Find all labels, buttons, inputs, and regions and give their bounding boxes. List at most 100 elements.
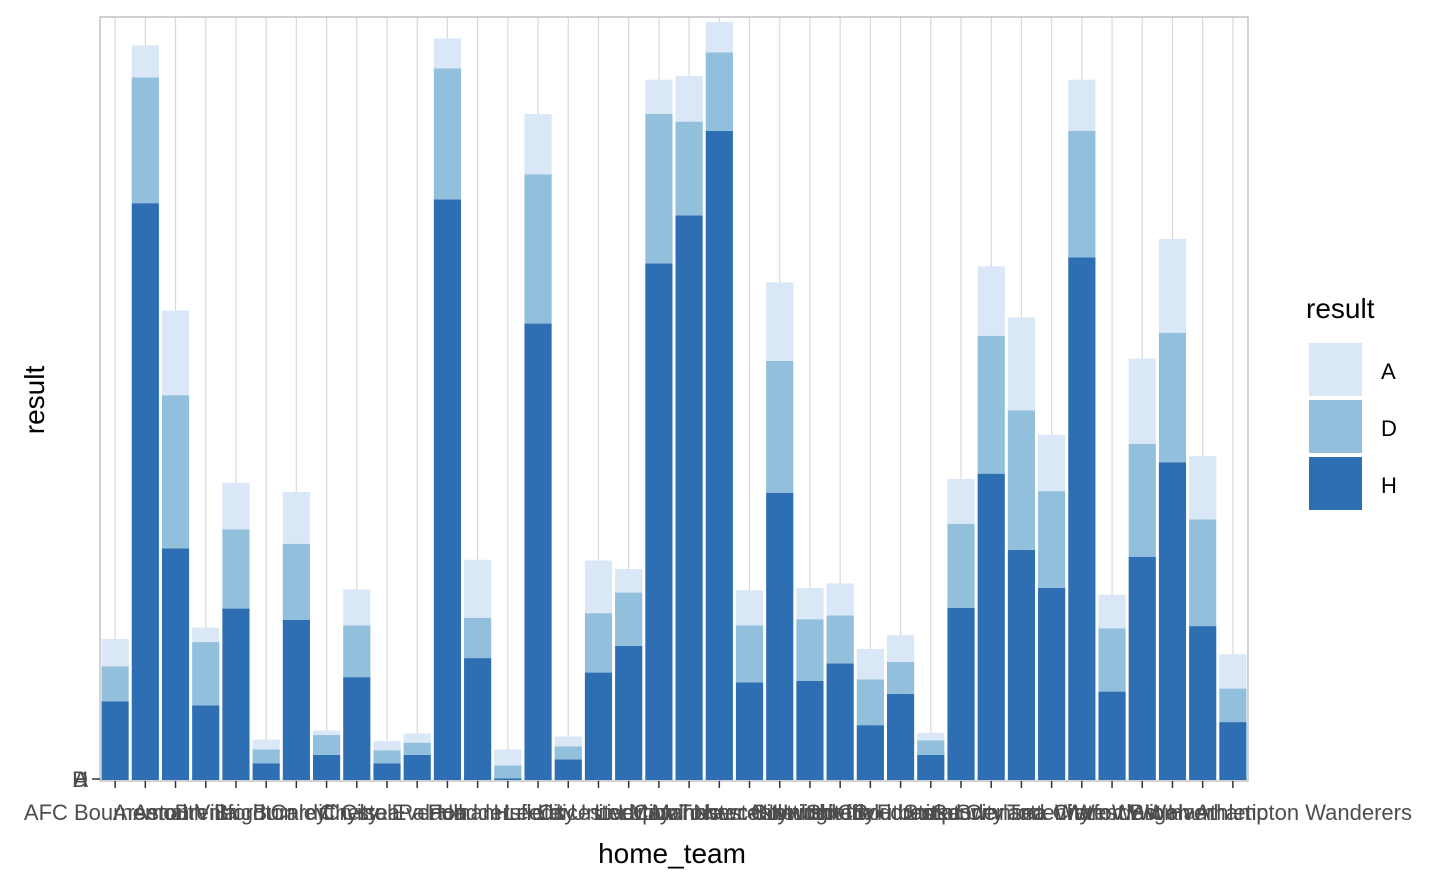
- bar-segment-H: [1219, 722, 1247, 780]
- y-axis-title: result: [19, 366, 50, 435]
- x-tick-label: Norwich City: [752, 800, 875, 825]
- bar-segment-H: [252, 763, 280, 780]
- bar-segment-A: [433, 38, 462, 69]
- x-tick-label: Watford: [1055, 800, 1131, 825]
- bar-segment-A: [252, 739, 280, 750]
- bar-segment-H: [494, 778, 522, 780]
- bar-segment-H: [796, 680, 824, 780]
- bar-segment-H: [1189, 626, 1217, 780]
- bar-segment-H: [584, 672, 613, 780]
- bar-segment-D: [766, 360, 794, 493]
- bar-segment-A: [494, 749, 522, 766]
- x-tick-label: West Ham: [1112, 800, 1214, 825]
- x-tick-label: Brentford: [175, 800, 266, 825]
- bar-segment-D: [161, 395, 190, 549]
- legend-title: result: [1306, 293, 1375, 324]
- x-tick-label: Leeds United: [504, 800, 634, 825]
- bar-segment-A: [766, 282, 794, 361]
- x-tick-label: Nottingham Forest: [758, 800, 939, 825]
- bar-segment-H: [675, 215, 703, 780]
- bar-segment-D: [947, 523, 975, 608]
- bar-segment-D: [1038, 491, 1066, 588]
- bar-segment-D: [675, 121, 703, 216]
- bar-segment-A: [161, 310, 190, 396]
- bar-segment-D: [645, 114, 673, 264]
- bar-segment-D: [403, 742, 431, 755]
- bar-segment-A: [645, 79, 673, 115]
- x-tick-label: Southampton: [853, 800, 984, 825]
- bar-segment-D: [343, 625, 371, 678]
- x-tick-label: West Brom: [1074, 800, 1182, 825]
- bar-segment-H: [886, 693, 915, 780]
- bar-segment-H: [1038, 587, 1066, 780]
- bar-segment-D: [312, 735, 341, 755]
- bar-segment-H: [524, 323, 552, 780]
- bar-segment-D: [494, 765, 522, 779]
- bar-segment-D: [524, 174, 552, 324]
- bar-segment-H: [373, 763, 401, 780]
- bar-segment-H: [705, 130, 733, 780]
- bar-segment-A: [101, 639, 129, 667]
- x-tick-label: Huddersfield: [438, 800, 562, 825]
- bars: [101, 21, 1247, 780]
- bar-segment-A: [1038, 434, 1066, 492]
- y-tick-label: D: [72, 767, 88, 792]
- x-tick-label: Sunderland: [932, 800, 1045, 825]
- x-tick-label: Chelsea: [319, 800, 400, 825]
- bar-segment-H: [161, 548, 190, 780]
- bar-segment-A: [464, 559, 492, 618]
- bar-segment-H: [645, 263, 673, 780]
- bar-segment-D: [886, 661, 915, 694]
- bar-segment-A: [977, 266, 1005, 336]
- x-tick-label: Wigan Athletic: [1128, 800, 1267, 825]
- bar-segment-D: [1098, 628, 1126, 692]
- x-tick-label: Aston Villa: [133, 800, 237, 825]
- bar-segment-D: [1219, 688, 1247, 723]
- bar-segment-A: [826, 583, 854, 616]
- bar-segment-D: [705, 52, 733, 131]
- bar-segment-A: [947, 479, 975, 524]
- legend-label-A: A: [1381, 359, 1396, 384]
- bar-segment-A: [705, 21, 733, 53]
- bar-segment-D: [1068, 130, 1096, 258]
- bar-segment-D: [192, 642, 220, 706]
- bar-segment-D: [464, 617, 492, 659]
- x-tick-label: Liverpool: [594, 800, 683, 825]
- bar-segment-H: [1128, 556, 1156, 780]
- bar-segment-H: [192, 705, 220, 780]
- bar-segment-H: [554, 759, 582, 780]
- x-axis-title: home_team: [598, 838, 746, 869]
- x-tick-label: Swansea City: [956, 800, 1091, 825]
- bar-segment-A: [192, 627, 220, 643]
- bar-segment-H: [1068, 257, 1096, 780]
- bar-segment-A: [524, 114, 552, 175]
- x-tick-label: Tottenham: [1007, 800, 1110, 825]
- bar-segment-D: [1128, 443, 1156, 557]
- x-tick-label: Arsenal: [113, 800, 188, 825]
- bar-segment-A: [554, 736, 582, 747]
- bar-segment-H: [101, 701, 129, 780]
- x-tick-label: AFC Bournemouth: [24, 800, 206, 825]
- bar-segment-A: [856, 648, 884, 680]
- bar-segment-D: [584, 613, 613, 673]
- bar-segment-D: [252, 749, 280, 764]
- bar-segment-A: [1189, 456, 1217, 520]
- bar-segment-D: [826, 615, 854, 664]
- bar-segment-H: [856, 725, 884, 780]
- x-tick-label: Burnley: [252, 800, 327, 825]
- bar-segment-A: [735, 590, 764, 626]
- bar-segment-H: [947, 607, 975, 780]
- bar-segment-H: [615, 645, 643, 780]
- legend-key-H: [1309, 457, 1362, 510]
- bar-segment-A: [312, 730, 341, 736]
- x-tick-label: Everton: [392, 800, 468, 825]
- bar-segment-A: [1219, 654, 1247, 689]
- x-tick-label: Fulham: [428, 800, 501, 825]
- x-tick-label: Sheffield United: [806, 800, 961, 825]
- bar-segment-D: [433, 68, 462, 200]
- bar-segment-A: [343, 589, 371, 626]
- bar-segment-H: [312, 754, 341, 780]
- bar-segment-D: [615, 592, 643, 646]
